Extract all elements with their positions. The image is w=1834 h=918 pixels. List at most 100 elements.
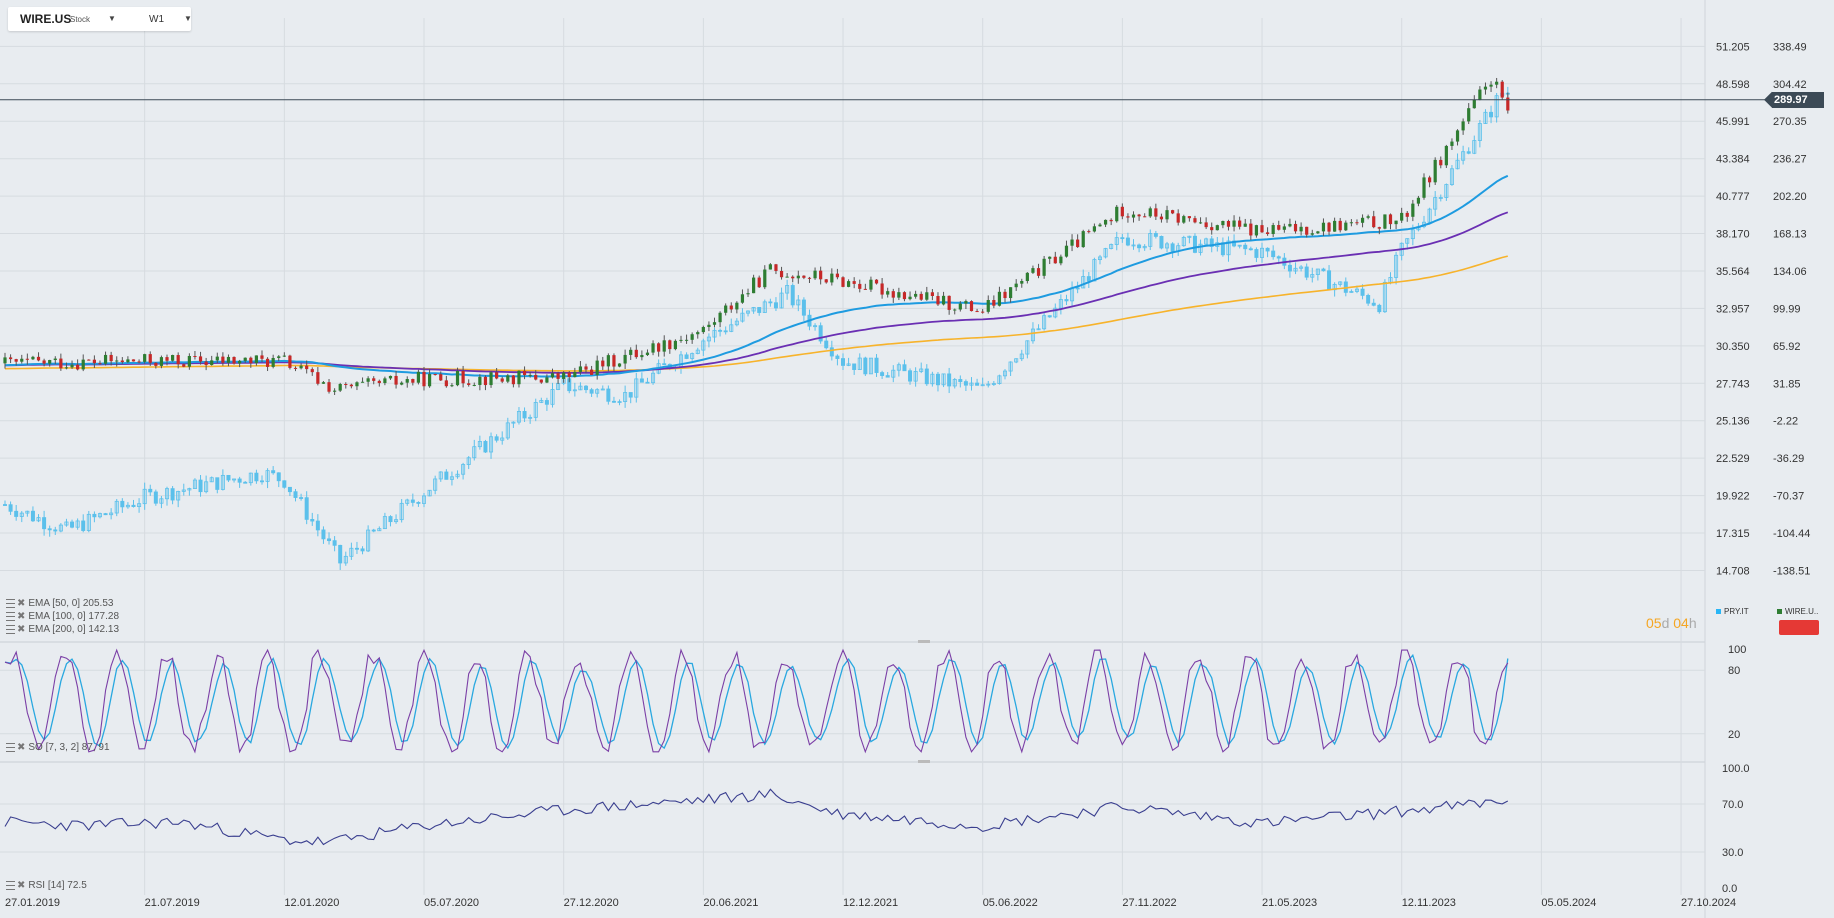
pry-candle xyxy=(405,499,410,504)
pry-candle xyxy=(243,481,248,484)
rsi-tick-label: 100.0 xyxy=(1722,763,1750,775)
indicator-ema200[interactable]: ✖ EMA [200, 0] 142.13 xyxy=(6,624,119,635)
y-left-tick-label: 14.708 xyxy=(1716,565,1750,577)
wire-candle xyxy=(377,380,381,384)
close-icon[interactable]: ✖ xyxy=(17,742,26,753)
indicator-rsi[interactable]: ✖ RSI [14] 72.5 xyxy=(6,880,87,891)
indicator-so[interactable]: ✖ SO [7, 3, 2] 87, 91 xyxy=(6,742,110,753)
wire-candle xyxy=(1355,222,1359,224)
pry-candle xyxy=(544,400,549,405)
close-icon[interactable]: ✖ xyxy=(17,624,26,635)
y-left-tick-label: 38.170 xyxy=(1716,229,1750,241)
wire-candle xyxy=(1249,223,1253,236)
indicator-ema100[interactable]: ✖ EMA [100, 0] 177.28 xyxy=(6,611,119,622)
x-tick-label: 21.05.2023 xyxy=(1262,897,1317,909)
chevron-down-icon[interactable]: ▼ xyxy=(184,14,192,23)
wire-candle xyxy=(98,363,102,365)
pry-candle xyxy=(768,301,773,304)
pry-candle xyxy=(874,357,879,373)
pry-candle xyxy=(30,510,35,522)
wire-candle xyxy=(735,302,739,310)
pry-candle xyxy=(1114,237,1119,245)
timeframe-selector[interactable]: W1 xyxy=(149,14,164,25)
close-icon[interactable]: ✖ xyxy=(17,880,26,891)
pry-candle xyxy=(382,516,387,530)
pry-candle xyxy=(511,421,516,424)
wire-candle xyxy=(1444,145,1448,166)
pry-candle xyxy=(1315,268,1320,275)
pry-candle xyxy=(366,529,371,552)
wire-candle xyxy=(1120,206,1124,217)
pry-candle xyxy=(371,529,376,532)
wire-candle xyxy=(1405,212,1409,217)
wire-candle xyxy=(997,291,1002,306)
x-tick-label: 12.01.2020 xyxy=(284,897,339,909)
pry-candle xyxy=(232,478,237,481)
legend-wire[interactable]: WIRE.U.. xyxy=(1777,607,1818,616)
pry-candle xyxy=(734,320,739,326)
wire-candle xyxy=(411,379,415,383)
pry-candle xyxy=(584,385,589,391)
wire-candle xyxy=(59,358,63,369)
rsi-tick-label: 70.0 xyxy=(1722,799,1743,811)
pry-candle xyxy=(1472,140,1477,154)
close-icon[interactable]: ✖ xyxy=(17,598,26,609)
wire-candle xyxy=(1349,222,1353,224)
wire-candle xyxy=(42,360,46,364)
wire-candle xyxy=(187,355,191,367)
wire-candle xyxy=(534,374,538,380)
legend-pry[interactable]: PRY.IT xyxy=(1716,607,1749,616)
menu-icon[interactable] xyxy=(6,611,15,621)
wire-candle xyxy=(70,364,74,368)
wire-candle xyxy=(1098,224,1102,227)
pry-candle xyxy=(779,292,784,309)
menu-icon[interactable] xyxy=(6,742,15,752)
wire-candle xyxy=(651,343,655,353)
menu-icon[interactable] xyxy=(6,624,15,634)
wire-candle xyxy=(1210,227,1214,231)
wire-candle xyxy=(1360,217,1365,223)
wire-candle xyxy=(1148,208,1152,217)
pry-candle xyxy=(248,472,253,484)
wire-candle xyxy=(796,275,800,279)
close-icon[interactable]: ✖ xyxy=(17,611,26,622)
wire-candle xyxy=(422,371,426,387)
wire-candle xyxy=(1265,232,1270,235)
wire-candle xyxy=(1422,177,1426,198)
wire-candle xyxy=(1467,108,1471,122)
symbol-selector[interactable]: WIRE.US Stock ▼ W1 ▼ xyxy=(8,7,192,31)
menu-icon[interactable] xyxy=(6,880,15,890)
pry-candle xyxy=(902,364,907,372)
wire-candle xyxy=(64,367,69,369)
pry-candle xyxy=(377,528,382,532)
pry-candle xyxy=(58,524,63,532)
wire-candle xyxy=(601,360,605,367)
wire-candle xyxy=(327,382,331,392)
pry-candle xyxy=(399,502,404,521)
wire-candle xyxy=(1411,203,1415,217)
wire-candle xyxy=(562,372,566,379)
wire-candle xyxy=(1305,226,1309,235)
pry-candle xyxy=(1410,229,1415,240)
pry-candle xyxy=(19,512,24,517)
wire-candle xyxy=(383,378,387,384)
chevron-down-icon[interactable]: ▼ xyxy=(108,14,116,23)
pry-candle xyxy=(522,411,527,419)
indicator-ema50[interactable]: ✖ EMA [50, 0] 205.53 xyxy=(6,598,113,609)
pry-candle xyxy=(494,436,499,441)
wire-candle xyxy=(182,364,186,367)
wire-candle xyxy=(690,334,694,340)
pry-candle xyxy=(1003,370,1008,377)
legend-swatch xyxy=(1716,609,1721,614)
y-right-tick-label: 31.85 xyxy=(1773,378,1801,390)
grid-lines xyxy=(0,0,1706,918)
wire-candle xyxy=(1394,220,1398,225)
wire-price-badge xyxy=(1779,620,1819,635)
wire-candle xyxy=(226,356,231,363)
pry-candle xyxy=(1170,243,1175,252)
wire-candle xyxy=(1076,239,1080,248)
wire-candle xyxy=(545,377,549,383)
y-left-tick-label: 35.564 xyxy=(1716,266,1750,278)
menu-icon[interactable] xyxy=(6,598,15,608)
wire-candle xyxy=(1238,220,1242,227)
